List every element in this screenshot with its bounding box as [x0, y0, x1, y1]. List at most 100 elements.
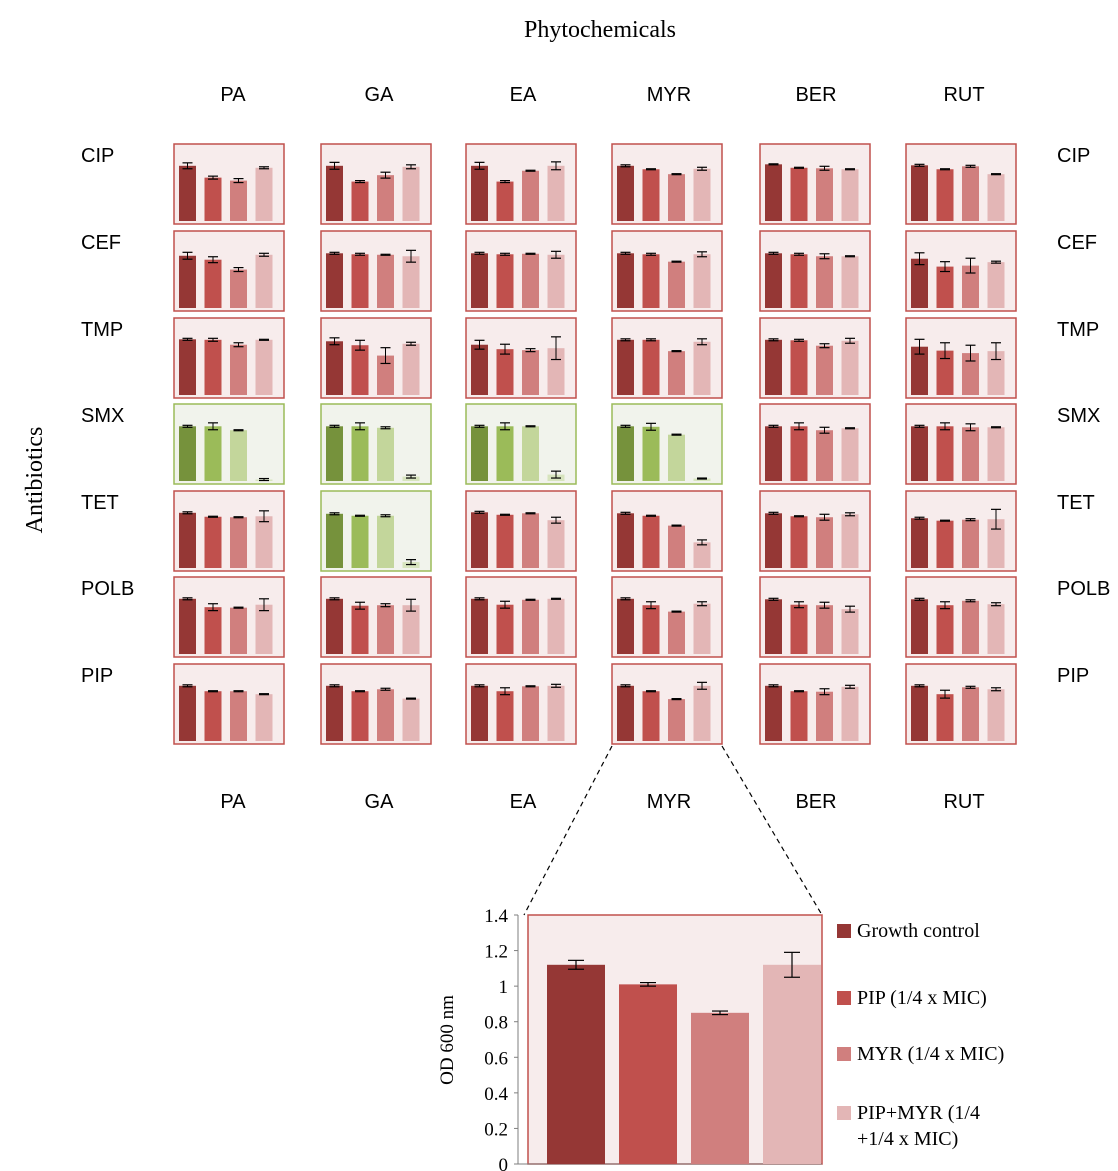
bar — [962, 519, 979, 568]
figure-title: Phytochemicals — [524, 17, 676, 43]
col-header-top-ber: BER — [795, 84, 836, 106]
bar — [351, 515, 369, 568]
cell-cef-ga — [320, 230, 432, 312]
bar — [911, 346, 928, 395]
legend-swatch — [837, 1047, 851, 1061]
bar — [642, 169, 660, 221]
bar — [668, 611, 685, 654]
bar — [255, 167, 273, 221]
cell-smx-ea — [465, 403, 577, 485]
y-tick-label: 1 — [499, 977, 509, 998]
bar — [816, 256, 833, 308]
cell-pip-pa — [173, 663, 285, 745]
bar — [617, 339, 634, 395]
bar — [496, 254, 514, 308]
bar — [471, 685, 488, 741]
cell-tet-ea — [465, 490, 577, 572]
y-tick-label: 0 — [499, 1155, 509, 1171]
bar — [547, 165, 565, 221]
cell-cef-myr — [611, 230, 723, 312]
y-tick-label: 0.4 — [484, 1084, 508, 1105]
bar — [402, 343, 420, 395]
zoom-line-right — [721, 745, 823, 916]
bar — [765, 685, 782, 741]
detail-bar — [619, 984, 677, 1164]
bar — [693, 341, 711, 395]
bar — [911, 599, 928, 654]
cell-tmp-ber — [759, 317, 871, 399]
cell-pip-ea — [465, 663, 577, 745]
bar — [790, 167, 808, 221]
bar — [255, 516, 273, 568]
legend-label: Growth control — [857, 920, 980, 942]
bar — [351, 181, 369, 221]
detail-bar — [547, 964, 605, 1164]
bar — [642, 605, 660, 654]
bar — [987, 174, 1005, 221]
cell-pip-rut — [905, 663, 1017, 745]
bar — [911, 426, 928, 481]
bar — [642, 426, 660, 481]
bar — [230, 430, 247, 481]
bar — [642, 691, 660, 741]
bar — [987, 427, 1005, 481]
bar — [402, 605, 420, 654]
bar — [693, 254, 711, 308]
bar — [668, 351, 685, 395]
legend-label: MYR (1/4 x MIC) — [857, 1043, 1004, 1065]
legend-label: +1/4 x MIC) — [857, 1128, 958, 1150]
bar — [522, 426, 539, 481]
col-header-bottom-ga: GA — [365, 791, 395, 813]
bar — [255, 254, 273, 308]
bar — [496, 426, 514, 481]
bar — [471, 165, 488, 221]
cell-polb-rut — [905, 576, 1017, 658]
bar — [351, 426, 369, 481]
col-header-top-ga: GA — [365, 84, 395, 106]
bar — [471, 512, 488, 568]
bar — [179, 685, 196, 741]
bar — [351, 691, 369, 741]
bar — [522, 686, 539, 741]
bar — [668, 174, 685, 221]
bar — [326, 341, 343, 395]
bar — [351, 605, 369, 654]
col-header-top-pa: PA — [220, 84, 246, 106]
bar — [255, 339, 273, 395]
col-header-top-ea: EA — [510, 84, 537, 106]
bar — [962, 353, 979, 395]
cell-smx-ga — [320, 403, 432, 485]
cell-tet-ga — [320, 490, 432, 572]
bar — [179, 339, 196, 395]
bar — [377, 355, 394, 395]
cell-cip-ber — [759, 143, 871, 225]
bar — [204, 259, 222, 308]
detail-bar — [763, 964, 821, 1164]
cell-cip-myr — [611, 143, 723, 225]
bar — [496, 514, 514, 568]
bar — [642, 339, 660, 395]
bar — [668, 434, 685, 481]
row-label-left-tet: TET — [81, 492, 119, 514]
cell-cef-rut — [905, 230, 1017, 312]
legend-label: PIP+MYR (1/4 — [857, 1102, 980, 1124]
cell-smx-rut — [905, 403, 1017, 485]
cell-polb-ea — [465, 576, 577, 658]
bar — [377, 605, 394, 654]
detail-bar — [691, 1012, 749, 1164]
bar — [693, 168, 711, 221]
row-label-right-cef: CEF — [1057, 232, 1097, 254]
cell-tet-pa — [173, 490, 285, 572]
y-tick-label: 1.2 — [484, 942, 508, 963]
bar — [471, 426, 488, 481]
bar — [522, 170, 539, 221]
bar — [668, 525, 685, 568]
y-tick-label: 0.6 — [484, 1048, 508, 1069]
row-label-right-tet: TET — [1057, 492, 1095, 514]
bar — [326, 426, 343, 481]
cell-pip-myr — [611, 663, 723, 745]
cell-tmp-ea — [465, 317, 577, 399]
bar — [765, 339, 782, 395]
bar — [617, 253, 634, 308]
cell-tmp-rut — [905, 317, 1017, 399]
